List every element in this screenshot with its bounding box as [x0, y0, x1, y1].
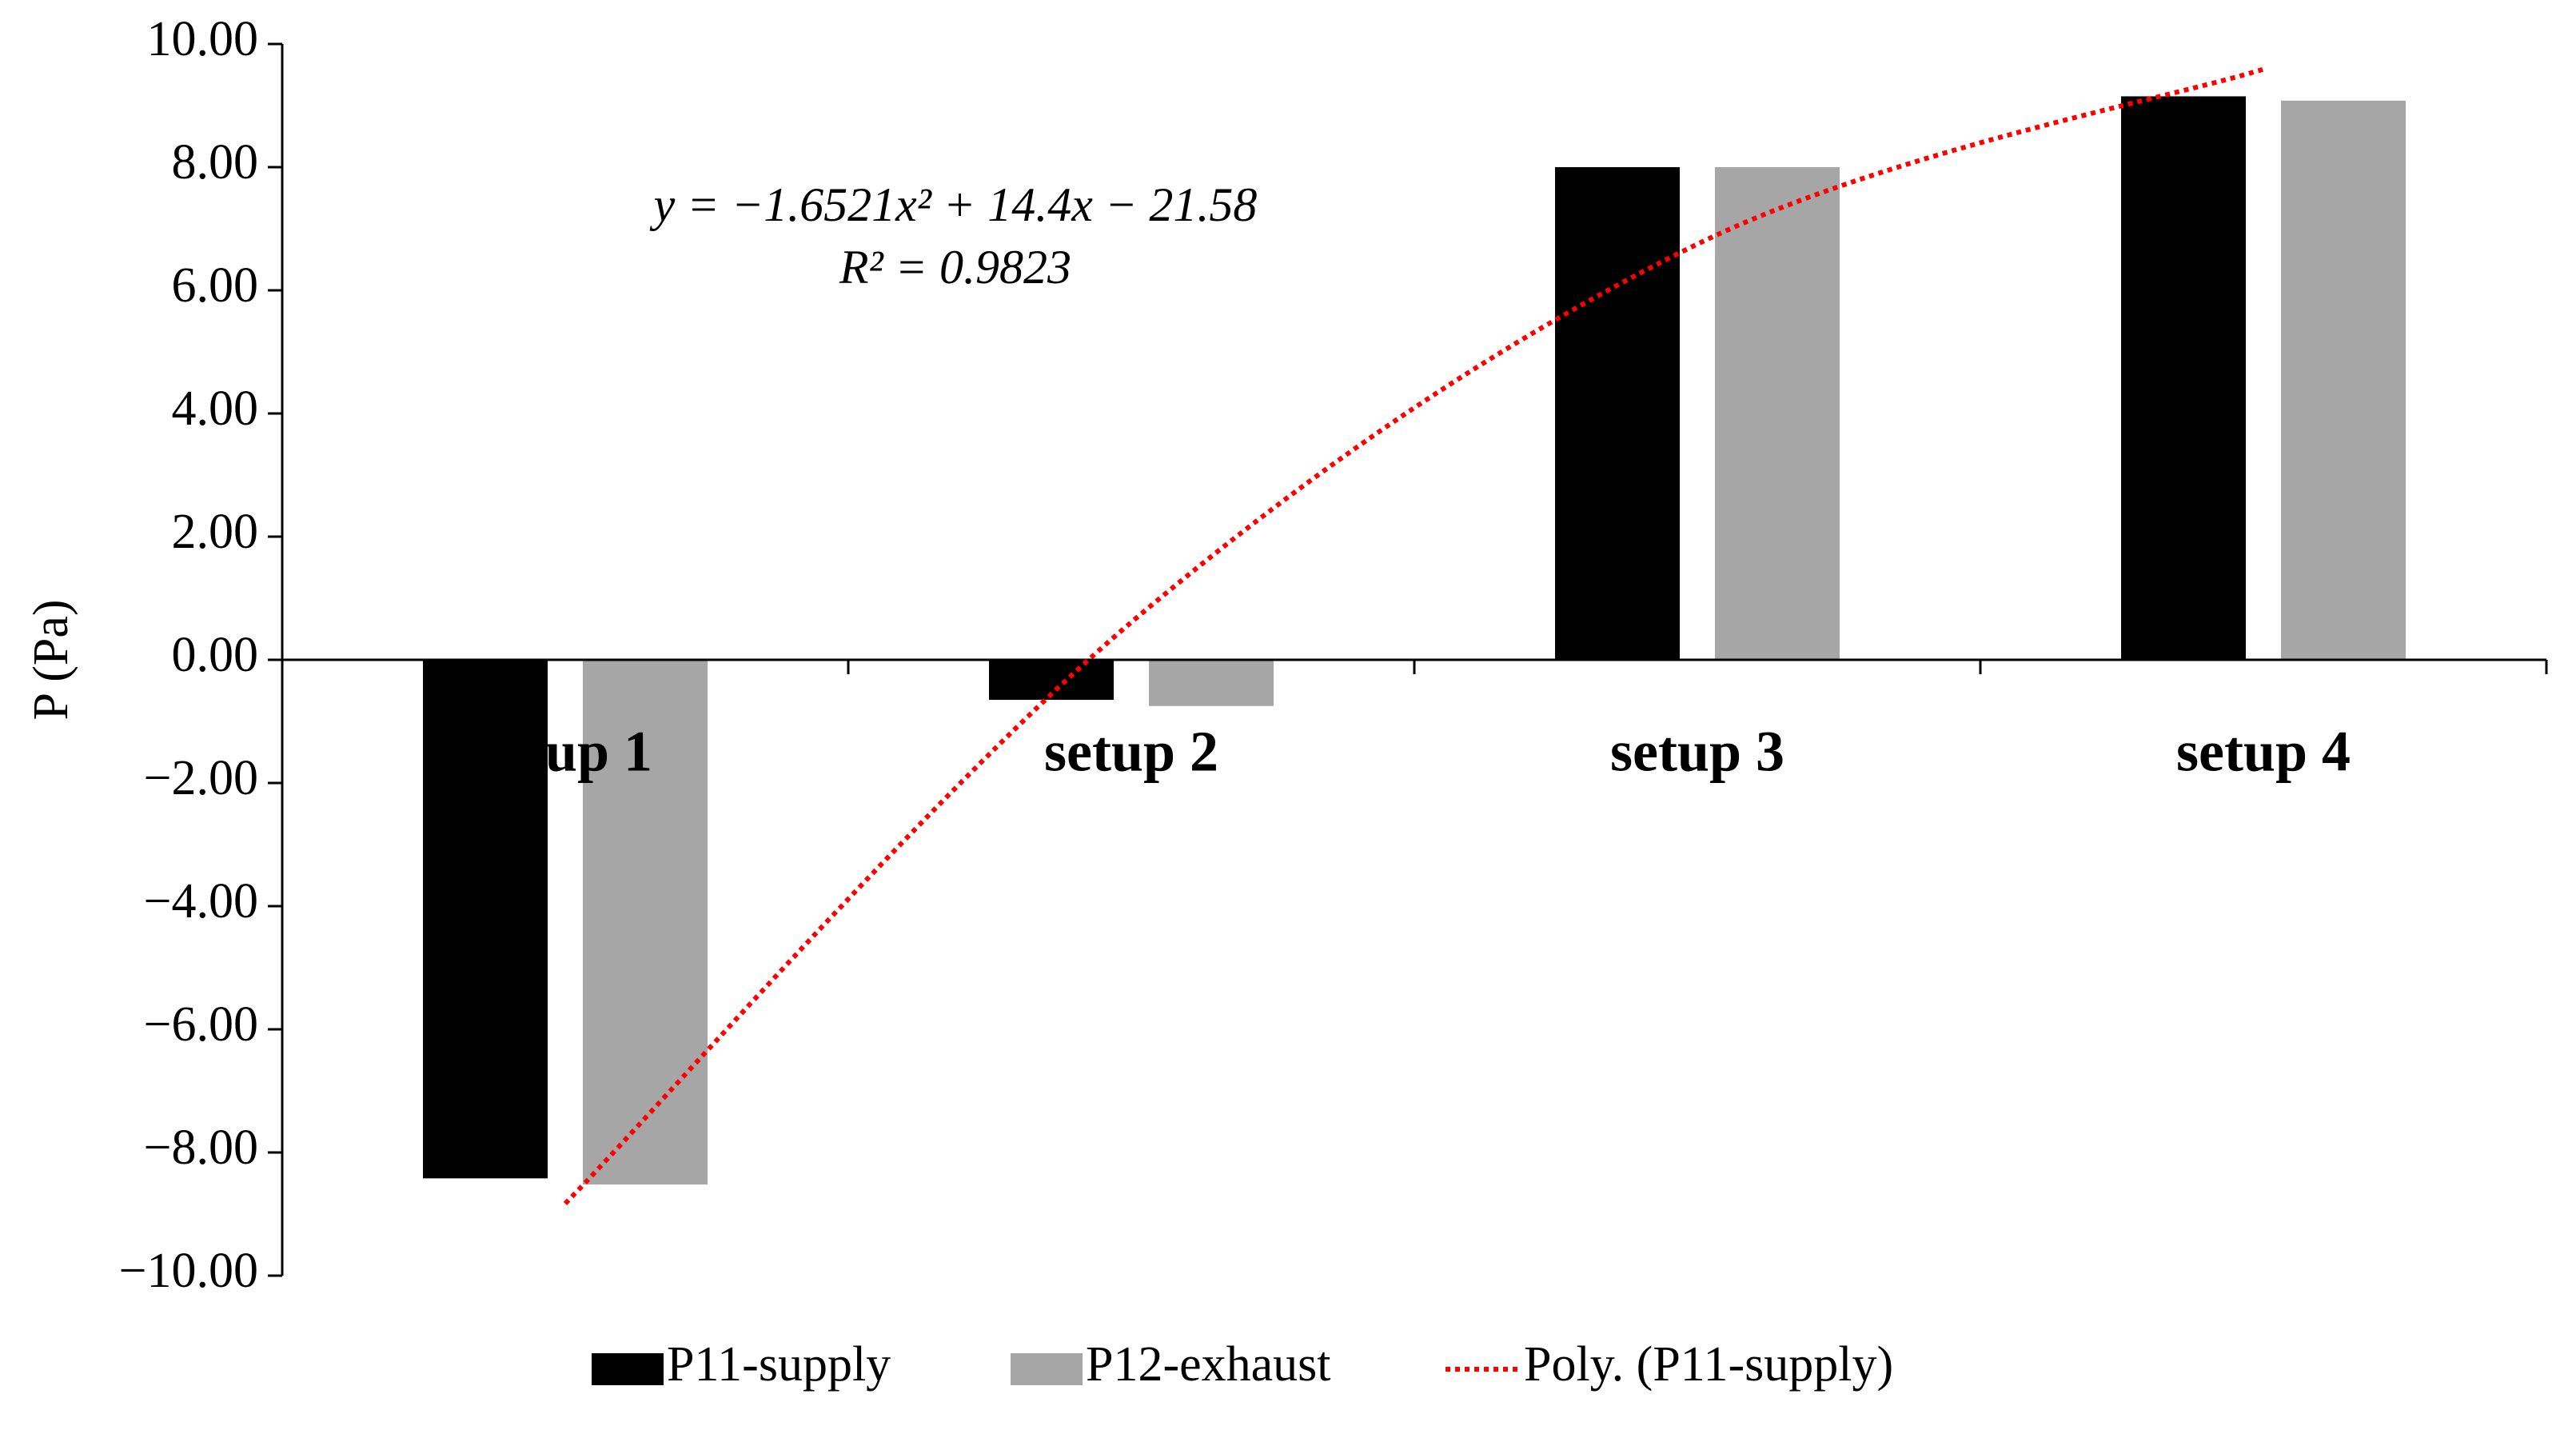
- bar: [1149, 660, 1274, 706]
- legend-swatch: [592, 1353, 664, 1385]
- legend-label: P12-exhaust: [1086, 1337, 1331, 1392]
- bar: [583, 660, 708, 1185]
- trendline: [563, 66, 2264, 1206]
- y-tick-label: 10.00: [147, 12, 259, 66]
- category-label: setup 2: [1044, 720, 1218, 784]
- r-squared: R² = 0.9823: [839, 241, 1071, 294]
- y-tick-label: −10.00: [119, 1244, 258, 1298]
- y-tick-label: 2.00: [172, 505, 259, 559]
- equation: y = −1.6521x² + 14.4x − 21.58: [649, 178, 1258, 231]
- category-label: setup 1: [478, 720, 652, 784]
- legend-label: Poly. (P11-supply): [1524, 1337, 1893, 1392]
- y-tick-label: −2.00: [144, 751, 258, 805]
- y-tick-label: 0.00: [172, 628, 259, 682]
- category-label: setup 3: [1610, 720, 1784, 784]
- y-axis-label: P (Pa): [24, 600, 78, 721]
- y-tick-label: −8.00: [144, 1120, 258, 1175]
- legend-swatch: [1011, 1353, 1083, 1385]
- bar: [1715, 167, 1840, 660]
- y-tick-label: −4.00: [144, 874, 258, 929]
- y-tick-label: 4.00: [172, 381, 259, 436]
- bar: [2281, 100, 2406, 661]
- bar: [423, 660, 548, 1179]
- y-tick-label: −6.00: [144, 997, 258, 1052]
- category-label: setup 4: [2176, 720, 2351, 784]
- y-tick-label: 6.00: [172, 258, 259, 313]
- y-tick-label: 8.00: [172, 135, 259, 190]
- bar: [2121, 96, 2246, 660]
- legend-label: P11-supply: [667, 1337, 891, 1392]
- bar: [1555, 167, 1680, 660]
